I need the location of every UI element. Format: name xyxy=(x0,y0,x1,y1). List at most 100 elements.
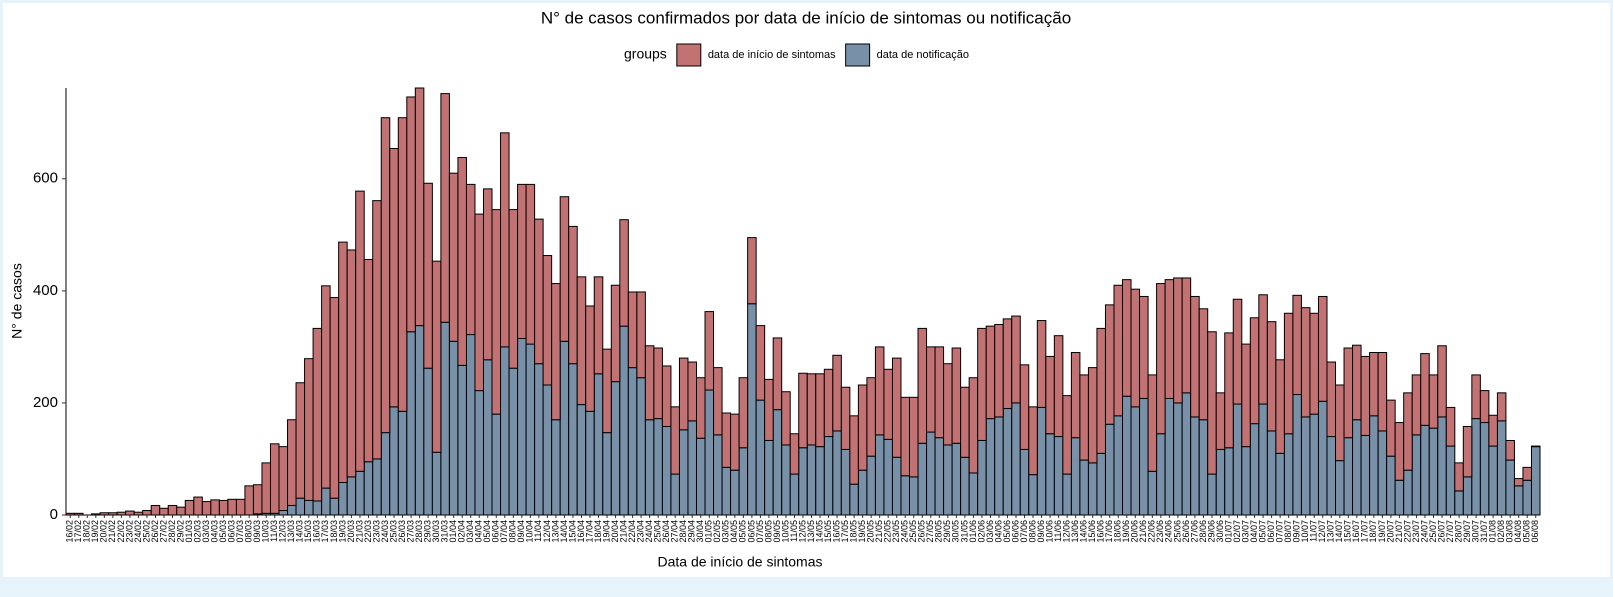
bar xyxy=(738,377,749,449)
bar xyxy=(1156,283,1166,435)
bar xyxy=(1530,445,1541,448)
bar xyxy=(380,432,391,516)
bar xyxy=(525,343,536,516)
x-tick-label: 11/04 xyxy=(533,520,543,542)
bar xyxy=(943,363,953,446)
x-tick-label: 21/03 xyxy=(354,520,364,543)
bar xyxy=(389,406,399,516)
x-tick-label: 15/04 xyxy=(567,520,577,543)
x-tick-label: 17/03 xyxy=(320,520,330,543)
bar xyxy=(1300,307,1311,418)
bar xyxy=(414,325,425,516)
bar xyxy=(389,148,399,408)
bar xyxy=(1207,473,1217,516)
x-tick-label: 17/02 xyxy=(73,520,83,543)
x-tick-label: 19/06 xyxy=(1121,520,1131,543)
bar xyxy=(1241,343,1251,448)
bar xyxy=(602,348,612,434)
x-tick-label: 18/02 xyxy=(82,520,92,543)
chart-title: N° de casos confirmados por data de iníc… xyxy=(541,8,1071,27)
x-tick-label: 29/04 xyxy=(687,520,697,543)
bar xyxy=(602,432,612,516)
bar xyxy=(278,510,289,516)
x-tick-label: 19/02 xyxy=(90,520,100,543)
x-tick-label: 02/05 xyxy=(712,520,722,543)
x-tick-label: 16/06 xyxy=(1096,520,1106,543)
x-tick-label: 16/03 xyxy=(312,520,322,543)
bar xyxy=(951,347,962,444)
bar xyxy=(576,276,587,406)
bar xyxy=(1181,392,1192,516)
bar xyxy=(116,511,127,516)
y-tick-label: 200 xyxy=(33,394,58,411)
bar xyxy=(568,363,578,516)
bar xyxy=(295,382,306,499)
bar xyxy=(764,378,774,441)
x-tick-label: 28/04 xyxy=(678,520,688,543)
bar xyxy=(1104,304,1115,425)
bar xyxy=(372,200,382,460)
x-tick-label: 01/05 xyxy=(704,520,714,543)
x-tick-label: 15/07 xyxy=(1343,520,1353,543)
bar xyxy=(619,325,629,516)
x-tick-label: 27/02 xyxy=(158,520,168,543)
bar xyxy=(1036,320,1047,408)
bar xyxy=(1019,448,1030,516)
bar xyxy=(1215,448,1226,516)
x-tick-label: 28/02 xyxy=(167,520,177,543)
bar xyxy=(670,406,680,475)
bar xyxy=(568,225,578,365)
bar xyxy=(1292,294,1302,396)
bar xyxy=(1420,424,1430,516)
bar xyxy=(1462,476,1473,516)
legend-swatch xyxy=(676,43,702,67)
bar xyxy=(636,291,646,379)
x-tick-label: 12/07 xyxy=(1317,520,1327,543)
bar xyxy=(678,357,689,431)
bar xyxy=(1437,416,1447,516)
bar xyxy=(1292,394,1302,516)
x-tick-label: 21/07 xyxy=(1394,520,1404,543)
x-tick-label: 07/07 xyxy=(1275,520,1285,543)
bar xyxy=(1445,406,1456,447)
x-tick-label: 23/07 xyxy=(1411,520,1421,543)
bar xyxy=(193,496,203,516)
bar xyxy=(167,504,178,516)
bar xyxy=(1207,331,1217,475)
x-tick-label: 11/07 xyxy=(1309,520,1319,542)
bar xyxy=(593,276,604,375)
x-tick-label: 06/07 xyxy=(1266,520,1276,543)
bar xyxy=(1156,433,1166,516)
x-tick-label: 30/07 xyxy=(1470,520,1480,543)
bar xyxy=(985,418,996,516)
bar xyxy=(994,323,1004,418)
bar xyxy=(857,384,868,471)
bar xyxy=(576,404,587,516)
x-tick-label: 26/07 xyxy=(1436,520,1446,543)
bar xyxy=(491,209,502,415)
bar xyxy=(789,433,800,475)
bar xyxy=(1028,474,1038,516)
bar xyxy=(943,444,953,516)
bar xyxy=(1198,308,1209,421)
bar xyxy=(1437,345,1447,418)
bar xyxy=(713,367,723,436)
bar xyxy=(1386,455,1396,516)
bar xyxy=(1471,374,1481,420)
x-tick-label: 11/06 xyxy=(1053,520,1063,542)
bar xyxy=(661,425,672,516)
bar xyxy=(440,321,450,516)
bar xyxy=(1190,295,1200,418)
bar xyxy=(74,512,84,516)
bar xyxy=(1224,447,1234,516)
bar xyxy=(380,117,391,434)
x-tick-label: 29/06 xyxy=(1206,520,1216,543)
x-tick-label: 06/03 xyxy=(227,520,237,543)
bar xyxy=(917,442,928,516)
bar xyxy=(150,504,161,516)
bar xyxy=(687,420,697,516)
x-tick-label: 18/04 xyxy=(593,520,603,543)
x-tick-label: 10/06 xyxy=(1044,520,1054,543)
x-tick-label: 25/05 xyxy=(908,520,918,543)
bar xyxy=(968,377,979,474)
